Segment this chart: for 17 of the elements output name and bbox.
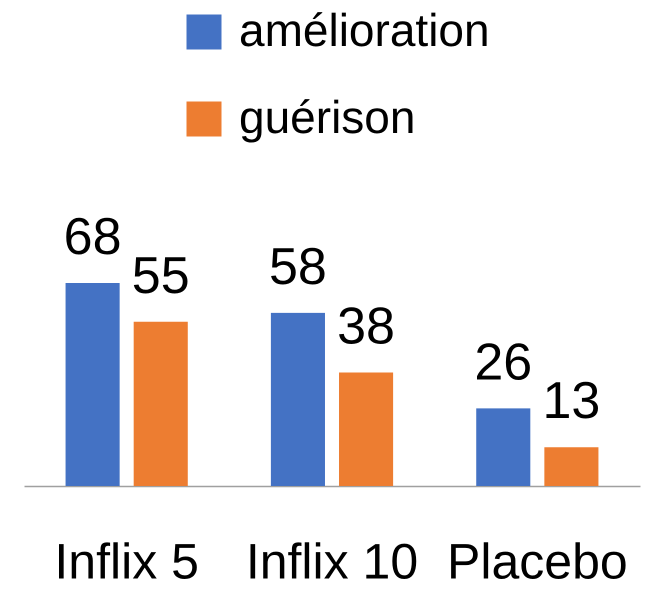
bar [66, 283, 120, 486]
legend-label: guérison [239, 91, 416, 143]
data-label: 38 [337, 298, 395, 356]
bar [476, 408, 530, 486]
x-tick-label: Inflix 10 [246, 534, 418, 590]
data-label: 26 [474, 333, 532, 392]
data-label: 68 [64, 208, 122, 266]
data-label: 13 [542, 372, 600, 430]
bar [270, 312, 325, 486]
data-label: 55 [132, 246, 190, 305]
bar [544, 447, 598, 486]
x-tick-label: Placebo [446, 534, 628, 590]
bar [339, 372, 394, 486]
data-label: 58 [269, 238, 327, 296]
legend-label: amélioration [239, 4, 490, 56]
x-tick-label: Inflix 5 [54, 534, 199, 590]
bar [134, 322, 188, 486]
